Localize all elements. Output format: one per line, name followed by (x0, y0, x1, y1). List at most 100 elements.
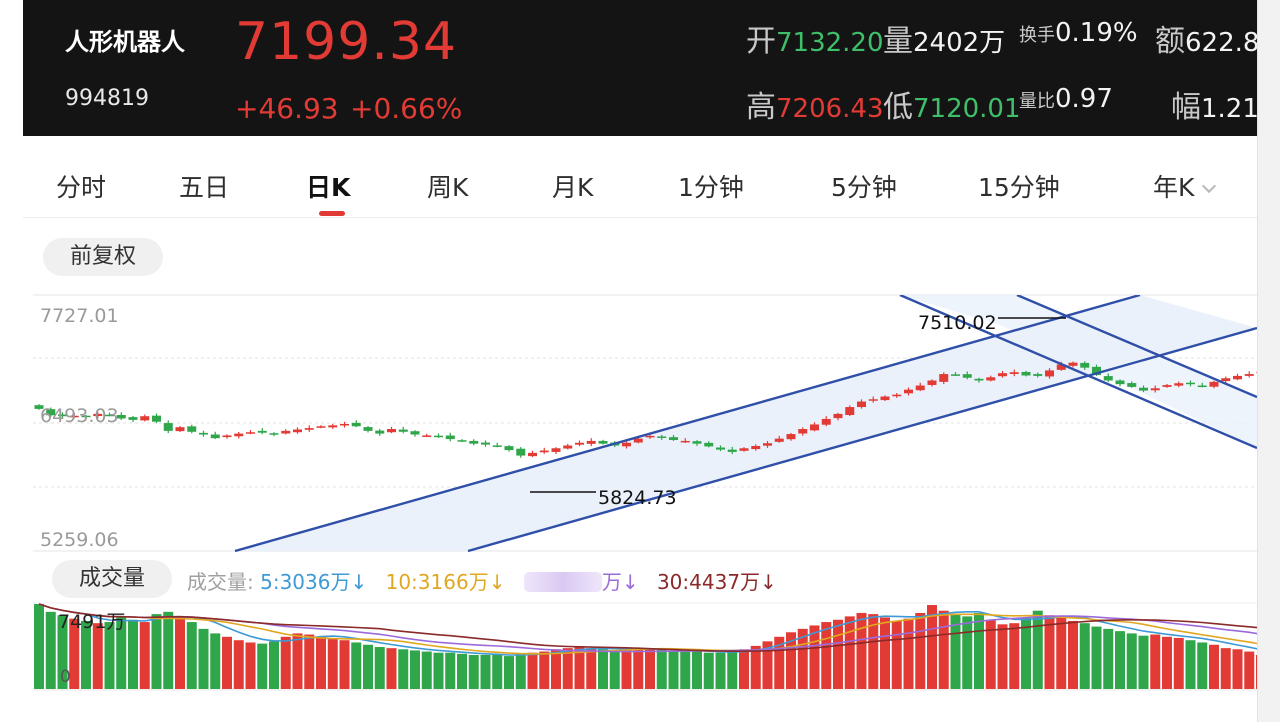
volume-bar (621, 649, 632, 689)
volume-bar (856, 612, 867, 689)
volume-bar (1150, 634, 1161, 689)
quote-header: 人形机器人 994819 7199.34 +46.93 +0.66% 开7132… (23, 0, 1257, 136)
tab-daily-k[interactable]: 日K (306, 173, 351, 202)
candle-down (152, 415, 161, 422)
candle-up (1162, 385, 1172, 387)
candle-down (1021, 371, 1031, 376)
candle-down (363, 427, 373, 431)
candle-down (445, 435, 455, 440)
volume-bar (1126, 633, 1137, 689)
candle-up (821, 418, 831, 425)
candle-up (1056, 364, 1066, 370)
stat-high: 高7206.43 (746, 90, 884, 125)
candle-up (1221, 378, 1231, 382)
candle-down (727, 449, 737, 452)
volume-bar (598, 649, 608, 689)
volume-bar (151, 614, 162, 689)
volume-max-label: 7491万 (58, 611, 125, 633)
obscured-value (523, 572, 602, 592)
volume-bar (116, 617, 127, 689)
volume-bar (339, 640, 350, 689)
volume-bar (139, 622, 150, 689)
volume-legend-prefix: 成交量: (187, 570, 254, 594)
candle-up (1233, 375, 1242, 380)
volume-bar (433, 652, 444, 689)
candle-up (246, 432, 255, 434)
candle-up (234, 433, 244, 437)
volume-bar (880, 617, 890, 689)
candle-down (1092, 366, 1101, 375)
candle-down (1197, 385, 1207, 388)
candle-up (563, 445, 573, 449)
candle-up (340, 423, 349, 426)
rising-channel-fill (235, 295, 1257, 551)
period-tabs: 分时 五日 日K 周K 月K 1分钟 5分钟 15分钟 年K (23, 150, 1257, 218)
candle-up (316, 426, 326, 428)
candle-up (586, 440, 596, 444)
volume-bar (351, 642, 362, 689)
tab-yearly-k[interactable]: 年K (1153, 168, 1217, 204)
tab-five-day[interactable]: 五日 (179, 173, 230, 202)
tab-1min[interactable]: 1分钟 (678, 173, 744, 202)
candle-up (1009, 372, 1019, 374)
y-tick-low: 5259.06 (40, 529, 119, 551)
candle-down (704, 442, 714, 447)
tab-5min[interactable]: 5分钟 (831, 173, 897, 202)
volume-bar (750, 645, 761, 689)
volume-bar (1185, 640, 1196, 689)
volume-bar (1232, 649, 1243, 689)
tab-15min[interactable]: 15分钟 (978, 173, 1060, 202)
candle-up (575, 442, 584, 445)
y-tick-mid: 6493.03 (40, 405, 119, 427)
volume-bar (186, 622, 197, 689)
volume-bar (1209, 644, 1219, 689)
volume-bar (1009, 623, 1020, 689)
candle-down (351, 422, 361, 427)
volume-bar (633, 648, 644, 689)
volume-bar (539, 651, 550, 689)
candle-up (328, 425, 338, 428)
candle-down (1139, 387, 1148, 391)
volume-bar (809, 625, 820, 689)
down-channel-line-1[interactable] (899, 295, 1257, 450)
volume-bar (821, 622, 832, 689)
volume-bar (868, 614, 879, 689)
channel-upper-line[interactable] (234, 295, 1141, 552)
volume-bar (245, 642, 256, 689)
adjust-mode-button[interactable]: 前复权 (43, 238, 163, 276)
volume-bar (1032, 610, 1043, 689)
volume-bar (292, 633, 303, 689)
candle-down (974, 378, 984, 381)
volume-bar (1115, 631, 1125, 689)
candle-down (81, 415, 91, 418)
volume-ma30-line (38, 603, 1257, 653)
down-channel-line-2[interactable] (1016, 295, 1257, 399)
candle-up (774, 438, 784, 442)
candle-up (904, 389, 913, 394)
channel-lower-line[interactable] (467, 326, 1257, 552)
tab-monthly-k[interactable]: 月K (552, 173, 594, 202)
volume-bar (1056, 617, 1067, 689)
volume-bar (927, 605, 937, 689)
candle-up (140, 416, 150, 421)
stat-volume: 量2402万 (883, 24, 1006, 59)
volume-bar (1044, 615, 1055, 689)
candle-up (304, 428, 314, 430)
stat-turnover: 换手0.19% (1019, 18, 1138, 48)
tab-weekly-k[interactable]: 周K (427, 173, 469, 202)
volume-bar (421, 651, 432, 689)
volume-indicator-button[interactable]: 成交量 (52, 560, 172, 598)
volume-bar (128, 619, 138, 689)
candle-up (751, 445, 761, 450)
index-code: 994819 (65, 86, 149, 111)
right-scroll-edge[interactable] (1257, 0, 1280, 722)
candle-down (1115, 380, 1125, 385)
volume-bar (833, 619, 843, 689)
volume-bar (269, 641, 279, 689)
tab-intraday[interactable]: 分时 (56, 173, 107, 202)
volume-bar (257, 643, 268, 689)
volume-ma-legend: 成交量: 5:3036万↓ 10:3166万↓ 万↓ 30:4437万↓ (187, 566, 777, 595)
volume-bar (304, 634, 315, 689)
candle-down (469, 440, 479, 444)
